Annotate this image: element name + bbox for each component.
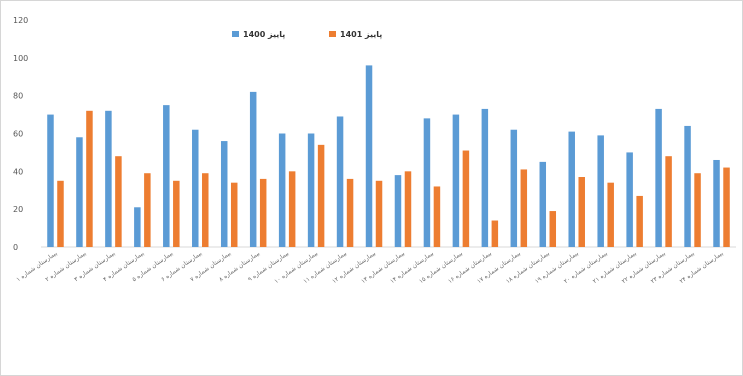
bar-1-2: [76, 137, 83, 247]
bar-1-8: [249, 91, 257, 247]
bar-2-5: [173, 180, 180, 247]
bar-2-19: [578, 177, 585, 247]
bar-1-24: [713, 159, 720, 247]
y-tick-label: 40: [13, 167, 23, 176]
bar-1-12: [365, 65, 373, 248]
bar-1-10: [307, 133, 315, 247]
y-tick-label: 20: [13, 205, 23, 214]
bar-1-6: [192, 129, 199, 247]
bar-1-19: [568, 131, 575, 247]
legend-label: پاییز 1401: [340, 30, 382, 39]
legend: پاییز 1400 پاییز 1401: [232, 30, 382, 39]
bar-1-22: [655, 108, 662, 247]
y-tick-label: 100: [13, 54, 28, 63]
bar-1-3: [105, 110, 112, 247]
bar-1-20: [597, 135, 604, 247]
bar-1-13: [394, 175, 402, 247]
bar-1-14: [423, 118, 431, 248]
bar-1-16: [481, 108, 489, 247]
legend-swatch: [232, 31, 239, 37]
bar-2-18: [549, 211, 557, 247]
bar-2-7: [230, 182, 238, 247]
bar-2-17: [520, 169, 528, 247]
bar-2-2: [86, 110, 93, 247]
y-tick-label: 0: [13, 243, 18, 252]
bar-2-11: [346, 178, 354, 247]
y-tick-label: 80: [13, 92, 23, 101]
bar-2-12: [375, 180, 383, 247]
bar-2-9: [288, 171, 296, 247]
bar-2-1: [57, 180, 64, 247]
bar-1-18: [539, 161, 547, 248]
bar-1-7: [220, 141, 228, 247]
bar-1-1: [47, 114, 54, 247]
bar-2-8: [259, 178, 267, 247]
bar-2-21: [636, 195, 643, 247]
bar-1-15: [452, 114, 460, 247]
bar-2-20: [607, 182, 614, 247]
bar-2-3: [115, 156, 122, 247]
legend-swatch: [329, 31, 336, 37]
bar-2-14: [433, 186, 441, 247]
bar-2-24: [723, 167, 730, 247]
bar-2-23: [694, 173, 701, 247]
y-tick-label: 120: [13, 16, 28, 25]
bar-1-4: [134, 207, 141, 247]
bar-2-22: [665, 156, 672, 247]
bar-1-17: [510, 129, 518, 247]
y-tick-label: 60: [13, 130, 23, 139]
bar-1-23: [684, 125, 691, 247]
bar-1-5: [163, 105, 170, 248]
bar-1-21: [626, 152, 633, 247]
bar-2-4: [144, 173, 151, 247]
bar-2-16: [491, 220, 499, 247]
bar-2-10: [317, 144, 325, 247]
bar-2-6: [202, 173, 209, 247]
bar-2-13: [404, 171, 412, 247]
bar-1-9: [278, 133, 286, 247]
bar-2-15: [462, 150, 470, 247]
bar-1-11: [336, 116, 344, 247]
legend-label: پاییز 1400: [243, 30, 285, 39]
